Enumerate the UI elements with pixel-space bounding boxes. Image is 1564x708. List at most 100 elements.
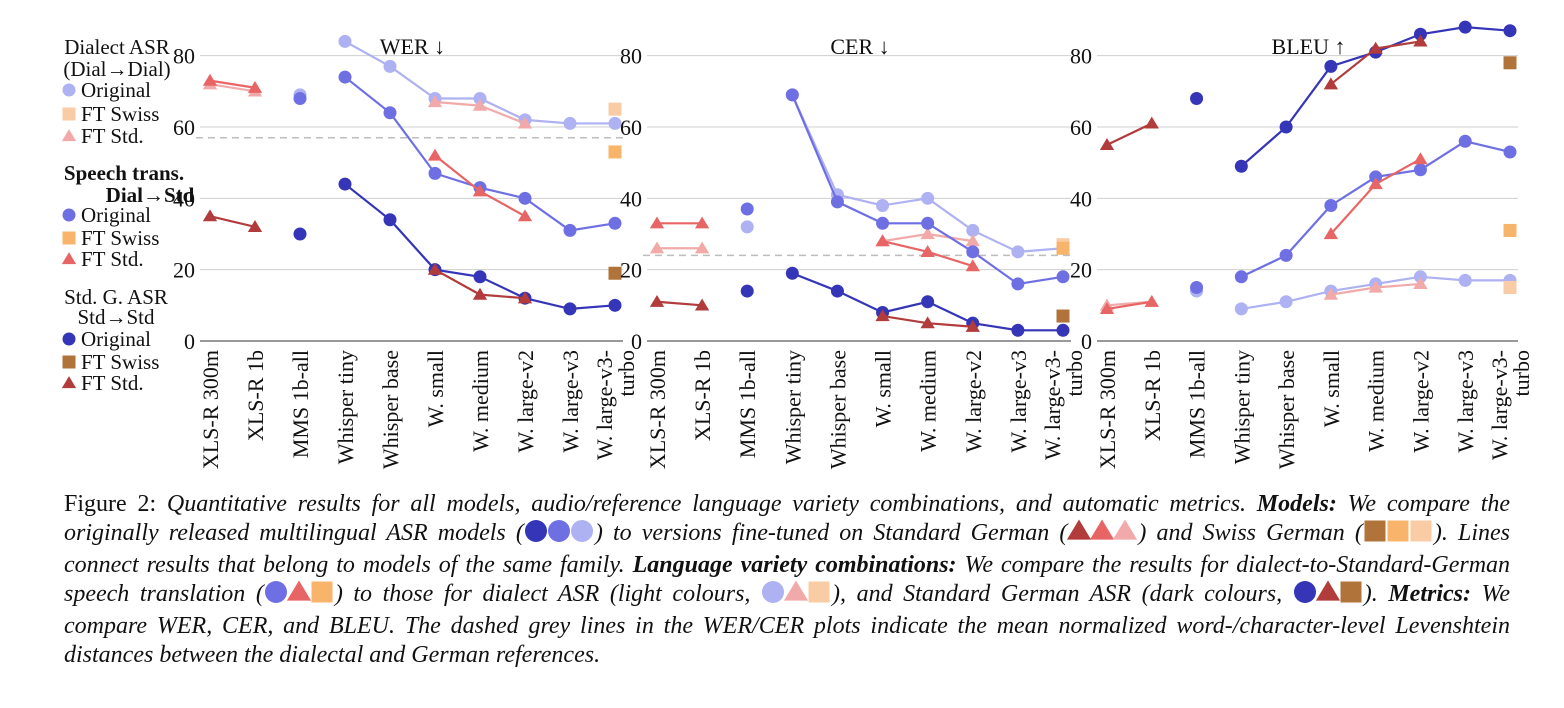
x-tick-text: MMS 1b-all (288, 350, 313, 458)
data-point (472, 287, 488, 300)
data-point (1323, 77, 1339, 90)
x-tick-text: XLS-R 300m (1095, 350, 1120, 469)
data-point (785, 88, 799, 102)
caption-heading-lang: Language variety combinations: (632, 552, 957, 578)
data-point (921, 191, 935, 205)
x-tick-text: W. small (1319, 350, 1344, 427)
legend-marker (62, 332, 76, 346)
x-tick-text: MMS 1b-all (1185, 350, 1210, 458)
x-tick-label: XLS-R 1b (1140, 350, 1165, 441)
caption-marker (1067, 519, 1092, 540)
x-tick-text: W. large-v3 (558, 350, 583, 453)
series-trans-ft-std (202, 73, 533, 222)
data-point (1413, 152, 1428, 165)
series-line (209, 79, 256, 89)
chart-title: WER ↓ (380, 34, 445, 59)
x-tick-text: W. medium (468, 350, 493, 452)
x-tick-label: XLS-R 300m (198, 350, 223, 469)
caption-symbols-ft-swiss (1363, 519, 1434, 551)
data-point (965, 319, 980, 332)
y-tick-label: 80 (620, 44, 642, 69)
legend-title: Std→Std (77, 305, 155, 329)
data-point (1011, 323, 1025, 337)
chart-title: BLEU ↑ (1272, 34, 1346, 59)
series-trans-ft-std (1099, 152, 1428, 315)
x-tick-text: W. large-v3- (1040, 350, 1065, 460)
x-tick-label: W. large-v3-turbo (592, 350, 639, 460)
y-tick-label: 60 (620, 115, 642, 140)
data-point (1324, 59, 1338, 73)
data-point (427, 95, 443, 108)
x-tick-label: Whisper tiny (1229, 350, 1254, 464)
data-point (1099, 138, 1115, 150)
y-tick-label: 40 (620, 186, 642, 211)
data-point (1279, 120, 1293, 134)
caption-marker (264, 581, 287, 603)
data-point (1458, 273, 1472, 287)
data-point (875, 309, 890, 322)
x-tick-text: turbo (1062, 350, 1087, 396)
x-tick-text: MMS 1b-all (735, 350, 760, 458)
series-dial-ft-std (202, 77, 533, 129)
x-tick-label: Whisper base (1274, 350, 1299, 469)
y-tick-label: 20 (173, 258, 195, 283)
chart-panel-3: BLEU ↑ 0 20 40 60 80 XLS-R 300m XLS-R 1b MMS 1b-… (1070, 20, 1534, 469)
data-point (1368, 177, 1383, 190)
series-std-original (740, 266, 1070, 337)
series-dial-ft-swiss (1503, 281, 1517, 294)
caption-text-5: ). Lines connect results that belong to … (64, 520, 1511, 578)
y-tick-label: 80 (1070, 44, 1092, 69)
data-point (1413, 277, 1428, 290)
y-tick-label: 60 (1070, 115, 1092, 140)
data-point (1011, 245, 1025, 259)
x-tick-label: W. small (1319, 350, 1344, 427)
data-point (1011, 277, 1025, 291)
data-point (1503, 281, 1517, 294)
x-tick-text: XLS-R 1b (690, 350, 715, 441)
data-point (563, 223, 577, 237)
caption-marker-group (524, 520, 593, 542)
data-point (694, 241, 710, 254)
data-point (1503, 145, 1517, 159)
data-point (649, 216, 665, 229)
legend-label: FT Std. (81, 124, 144, 148)
x-tick-label: Whisper base (378, 350, 403, 469)
y-tick-label: 20 (620, 258, 642, 283)
x-tick-text: turbo (1509, 350, 1534, 396)
data-point (1413, 163, 1427, 177)
x-tick-label: XLS-R 1b (243, 350, 268, 441)
series-line (209, 215, 256, 228)
data-point (965, 259, 980, 272)
series-dial-ft-swiss (608, 102, 622, 116)
x-tick-label: XLS-R 300m (645, 350, 670, 469)
x-tick-label: W. small (871, 350, 896, 427)
series-trans-original (740, 88, 1070, 291)
data-point (966, 245, 980, 259)
data-point (1056, 270, 1070, 284)
caption-marker (1364, 520, 1386, 542)
data-point (1368, 280, 1383, 293)
data-point (427, 262, 443, 275)
series-std-ft-swiss (1056, 309, 1070, 323)
caption-text-7: ) to those for dialect ASR (light colour… (334, 581, 751, 607)
legend-marker (62, 208, 76, 222)
x-tick-label: MMS 1b-all (735, 350, 760, 458)
y-tick-label: 20 (1070, 258, 1092, 283)
data-point (1458, 20, 1472, 34)
data-point (1369, 170, 1383, 184)
data-point (876, 216, 890, 230)
data-point (920, 245, 935, 257)
caption-marker (1387, 520, 1409, 542)
data-point (517, 116, 533, 129)
caption-marker-group (1293, 580, 1362, 603)
data-point (1323, 227, 1339, 240)
data-point (472, 98, 488, 111)
x-tick-label: W. large-v3 (558, 350, 583, 453)
caption-marker (762, 581, 785, 603)
data-point (740, 220, 754, 234)
legend-marker (61, 129, 77, 142)
data-point (966, 223, 980, 237)
x-tick-text: W. large-v3 (1453, 350, 1478, 453)
